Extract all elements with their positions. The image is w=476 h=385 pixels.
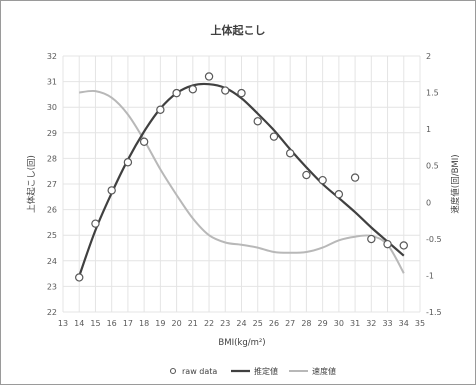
- y-tick-label: 32: [47, 52, 57, 61]
- data-point: [269, 132, 279, 141]
- data-point: [285, 149, 295, 158]
- data-point: [107, 186, 116, 195]
- y2-tick-label: -0.5: [426, 235, 442, 244]
- data-point: [302, 170, 311, 180]
- x-tick-label: 14: [74, 319, 84, 328]
- x-tick-label: 19: [155, 319, 165, 328]
- x-tick-label: 17: [123, 319, 133, 328]
- y-axis-label: 上体起こし(回): [26, 155, 37, 213]
- y-tick-label: 24: [47, 257, 57, 266]
- y2-tick-label: 0: [426, 198, 431, 207]
- x-tick-label: 27: [285, 319, 295, 328]
- x-tick-label: 32: [366, 319, 376, 328]
- x-tick-label: 20: [171, 319, 181, 328]
- x-tick-label: 35: [415, 319, 425, 328]
- x-tick-label: 22: [204, 319, 214, 328]
- y2-tick-label: -1: [426, 271, 434, 280]
- x-tick-label: 24: [236, 319, 246, 328]
- x-tick-label: 21: [188, 319, 198, 328]
- y-tick-label: 22: [47, 308, 57, 317]
- y-tick-label: 29: [47, 129, 57, 138]
- data-point: [399, 241, 408, 250]
- x-tick-label: 18: [139, 319, 149, 328]
- x-tick-label: 26: [269, 319, 279, 328]
- data-point: [334, 190, 344, 199]
- y-tick-label: 23: [47, 282, 57, 291]
- data-point: [383, 239, 392, 249]
- x-tick-label: 16: [107, 319, 117, 328]
- legend-label-velocity: 速度値: [312, 366, 336, 376]
- y2-tick-label: 2: [426, 52, 431, 61]
- y2-tick-label: 1.5: [426, 89, 439, 98]
- y-tick-label: 28: [47, 154, 57, 163]
- data-point: [172, 88, 181, 98]
- chart-title: 上体起こし: [211, 23, 266, 37]
- x-axis-label: BMI(kg/m²): [218, 338, 265, 348]
- series-line-velocity: [79, 89, 405, 274]
- y-tick-label: 25: [47, 231, 57, 240]
- legend-label-estimate: 推定値: [254, 366, 278, 376]
- legend-marker-raw-data: [169, 367, 177, 375]
- x-tick-label: 28: [301, 319, 311, 328]
- data-point: [367, 234, 376, 244]
- data-point: [221, 86, 230, 95]
- data-point: [188, 85, 198, 94]
- data-point: [253, 117, 262, 126]
- series-line-estimate: [78, 82, 405, 277]
- x-tick-label: 30: [334, 319, 344, 328]
- x-tick-label: 13: [58, 319, 68, 328]
- data-point: [139, 137, 149, 146]
- y-tick-labels: 22 23 24 25 26 27 28 29 30 31 32: [47, 52, 57, 317]
- data-point: [318, 175, 327, 185]
- y-tick-label: 26: [47, 206, 57, 215]
- legend: raw data 推定値 速度値: [169, 366, 336, 376]
- y-tick-label: 30: [47, 103, 57, 112]
- x-tick-label: 25: [253, 319, 263, 328]
- x-tick-label: 33: [382, 319, 392, 328]
- y2-axis-label: 速度値(回/BMI): [450, 154, 461, 213]
- x-tick-label: 23: [220, 319, 230, 328]
- x-tick-labels: 13 14 15 16 17 18 19 20 21 22 23 24 25 26 27 28 29 30 31 32…: [58, 319, 425, 328]
- x-tick-label: 29: [318, 319, 328, 328]
- data-point: [350, 173, 360, 182]
- y2-tick-labels: -1.5 -1 -0.5 0 0.5 1 1.5 2: [426, 52, 442, 317]
- data-point: [75, 273, 84, 282]
- x-tick-label: 34: [399, 319, 409, 328]
- x-tick-label: 31: [350, 319, 360, 328]
- x-tick-label: 15: [90, 319, 100, 328]
- legend-label-raw-data: raw data: [182, 367, 217, 376]
- y2-tick-label: 0.5: [426, 162, 439, 171]
- data-point: [156, 105, 165, 114]
- series-layer: [75, 72, 408, 282]
- grid: [62, 55, 421, 313]
- data-point: [204, 72, 214, 81]
- y-tick-label: 27: [47, 180, 57, 189]
- y2-tick-label: 1: [426, 125, 431, 134]
- data-point: [91, 219, 100, 228]
- data-point: [123, 158, 133, 167]
- y-tick-label: 31: [47, 78, 57, 87]
- data-point: [237, 88, 246, 98]
- y2-tick-label: -1.5: [426, 308, 442, 317]
